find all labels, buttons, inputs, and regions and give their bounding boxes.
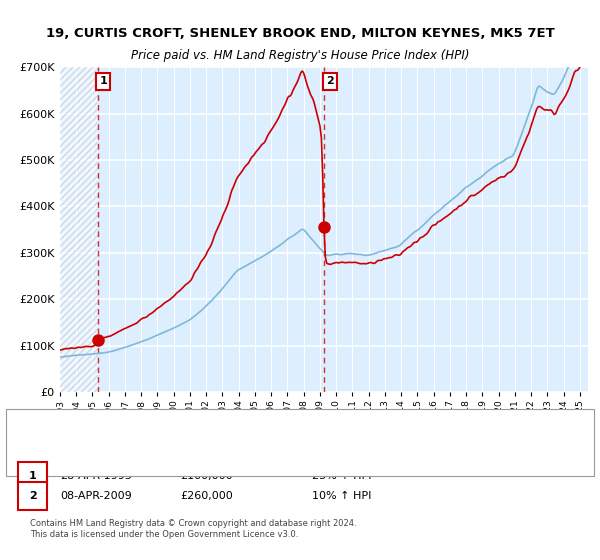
Text: ─────: ───── bbox=[36, 427, 74, 441]
Bar bbox=[60, 67, 98, 392]
Text: 1: 1 bbox=[29, 471, 37, 481]
Text: Price paid vs. HM Land Registry's House Price Index (HPI): Price paid vs. HM Land Registry's House … bbox=[131, 49, 469, 63]
Text: HPI: Average price, detached house, Milton Keynes: HPI: Average price, detached house, Milt… bbox=[90, 443, 339, 453]
Text: 08-APR-2009: 08-APR-2009 bbox=[60, 491, 132, 501]
Text: 10% ↑ HPI: 10% ↑ HPI bbox=[312, 491, 371, 501]
Bar bbox=[60, 67, 98, 392]
Text: 2: 2 bbox=[29, 491, 37, 501]
Text: Contains HM Land Registry data © Crown copyright and database right 2024.
This d: Contains HM Land Registry data © Crown c… bbox=[30, 520, 356, 539]
Text: £260,000: £260,000 bbox=[180, 491, 233, 501]
Text: 19, CURTIS CROFT, SHENLEY BROOK END, MILTON KEYNES, MK5 7ET: 19, CURTIS CROFT, SHENLEY BROOK END, MIL… bbox=[46, 27, 554, 40]
Text: 2: 2 bbox=[326, 77, 334, 86]
Text: ─────: ───── bbox=[36, 441, 74, 455]
Text: 19, CURTIS CROFT, SHENLEY BROOK END, MILTON KEYNES, MK5 7ET (detached house): 19, CURTIS CROFT, SHENLEY BROOK END, MIL… bbox=[90, 429, 514, 439]
Text: £100,000: £100,000 bbox=[180, 471, 233, 481]
Text: 28-APR-1995: 28-APR-1995 bbox=[60, 471, 132, 481]
Text: 23% ↑ HPI: 23% ↑ HPI bbox=[312, 471, 371, 481]
Text: 1: 1 bbox=[100, 77, 107, 86]
